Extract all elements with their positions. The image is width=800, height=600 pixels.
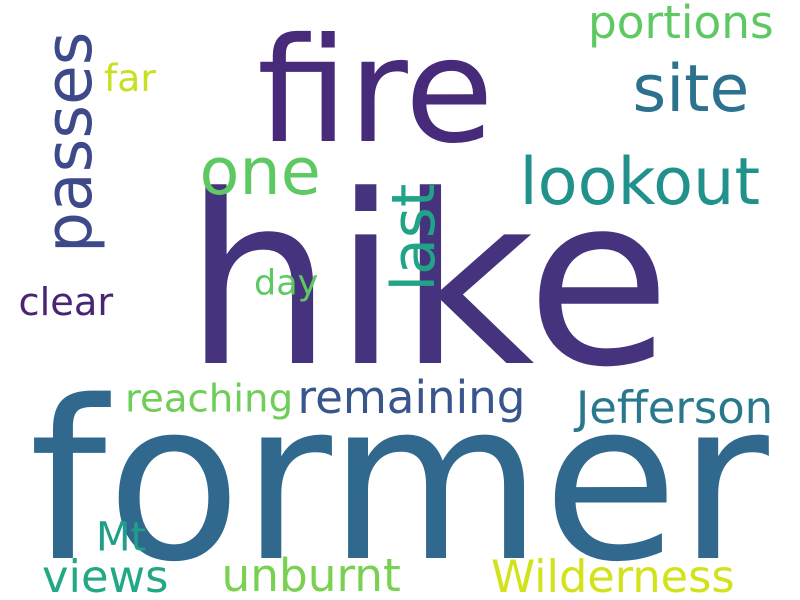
word-views: views [42, 550, 169, 600]
word-far: far [104, 56, 156, 100]
word-one: one [199, 134, 321, 210]
word-remaining: remaining [297, 371, 526, 424]
word-lookout: lookout [519, 144, 761, 220]
word-unburnt: unburnt [221, 549, 401, 600]
word-site: site [632, 52, 750, 127]
word-last: last [380, 183, 449, 292]
word-former: former [29, 353, 769, 600]
word-passes: passes [32, 31, 107, 253]
word-reaching: reaching [125, 376, 294, 422]
word-mt: Mt [96, 514, 147, 561]
word-portions: portions [588, 0, 774, 49]
word-clear: clear [18, 280, 114, 325]
word-hike: hike [184, 146, 671, 419]
word-wilderness: Wilderness [491, 551, 735, 600]
word-jefferson: Jefferson [576, 381, 774, 434]
word-day: day [254, 263, 319, 304]
word-fire: fire [257, 7, 494, 176]
